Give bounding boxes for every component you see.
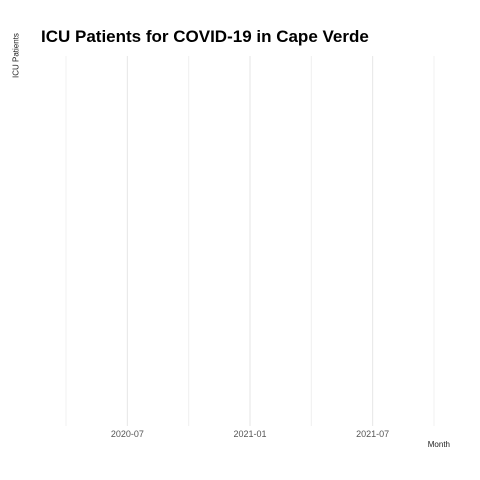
x-tick-label: 2021-07	[356, 429, 389, 439]
chart-title: ICU Patients for COVID-19 in Cape Verde	[41, 27, 369, 46]
x-tick-label: 2021-01	[233, 429, 266, 439]
x-axis-label: Month	[427, 440, 450, 449]
x-tick-label: 2020-07	[111, 429, 144, 439]
